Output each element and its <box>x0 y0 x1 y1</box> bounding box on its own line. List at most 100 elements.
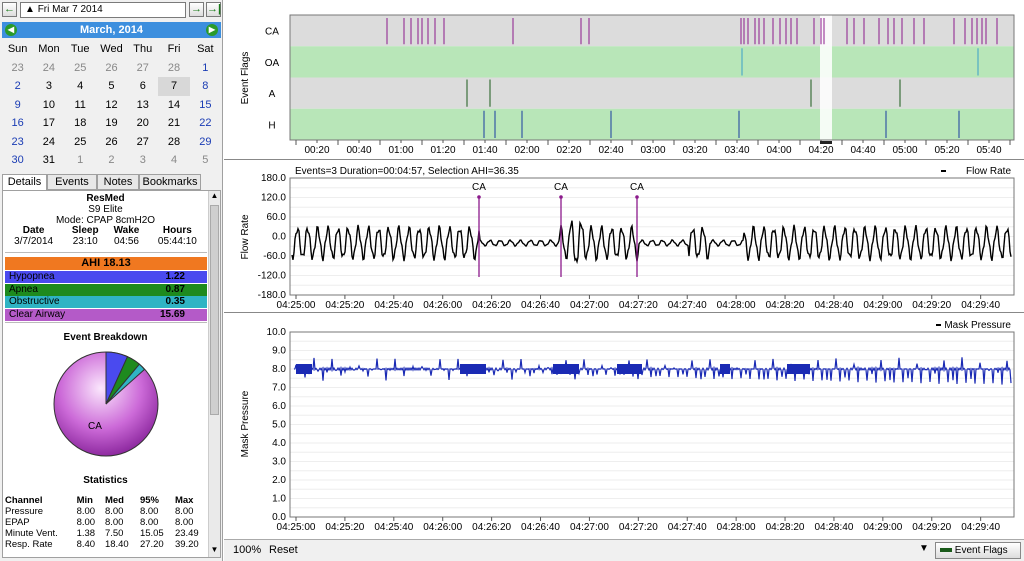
dropdown-icon[interactable]: ▼ <box>919 543 929 554</box>
calendar-day[interactable]: 1 <box>202 61 209 74</box>
calendar-day[interactable]: 24 <box>42 61 56 74</box>
mask-pressure-pane: 10.0 9.0 8.0 7.0 6.0 5.0 4.0 3.0 2.0 1.0 0.0 Mask P… <box>224 314 1024 538</box>
calendar-day[interactable]: 28 <box>167 61 181 74</box>
calendar-day[interactable]: 23 <box>11 135 24 148</box>
scroll-down-icon[interactable]: ▼ <box>210 545 219 554</box>
calendar-day[interactable]: 20 <box>136 117 149 130</box>
machine-mode: Mode: CPAP 8cmH2O <box>55 215 156 226</box>
flags-y-label: Event Flags <box>240 52 251 105</box>
calendar-day[interactable]: 27 <box>136 61 149 74</box>
session-date: 3/7/2014 <box>14 236 54 247</box>
stats-cell: 8.00 <box>104 506 124 517</box>
next-month-icon[interactable]: ▶ <box>206 24 218 36</box>
date-selector[interactable]: ▲ Fri Mar 7 2014 <box>20 2 186 18</box>
flow-x-tick-label: 04:28:00 <box>717 300 756 311</box>
calendar-day[interactable]: 11 <box>74 98 86 111</box>
calendar-day[interactable]: 17 <box>42 117 56 130</box>
pressure-y-label: Mask Pressure <box>240 390 251 457</box>
prev-day-button[interactable]: ← <box>2 2 17 17</box>
weekday-header: Mon <box>38 43 60 56</box>
event-flags-pane: CA OA A H Event Flags 00:20 00:40 01:00 01:20 01:… <box>224 0 1024 160</box>
calendar-day[interactable]: 2 <box>108 154 115 167</box>
stats-row: EPAP 8.00 8.00 8.00 8.00 <box>3 517 208 528</box>
tab-events[interactable]: Events <box>47 174 97 190</box>
next-day-button[interactable]: → <box>189 2 204 17</box>
prev-month-icon[interactable]: ◀ <box>5 24 17 36</box>
stats-cell: 8.00 <box>104 517 124 528</box>
flags-x-tick-label: 04:20 <box>808 145 833 156</box>
calendar-day[interactable]: 21 <box>167 117 181 130</box>
calendar-day[interactable]: 28 <box>167 135 181 148</box>
calendar-day[interactable]: 10 <box>42 98 56 111</box>
calendar-day[interactable]: 4 <box>77 80 84 93</box>
ahi-row: Apnea 0.87 <box>5 283 207 296</box>
calendar-day[interactable]: 15 <box>199 98 212 111</box>
calendar-day[interactable]: 27 <box>136 135 149 148</box>
calendar-day[interactable]: 18 <box>74 117 87 130</box>
calendar-day[interactable]: 29 <box>199 135 212 148</box>
flags-x-tick-label: 01:00 <box>388 145 413 156</box>
flags-x-tick-label: 03:20 <box>682 145 707 156</box>
ahi-row-label: Apnea <box>9 283 38 295</box>
details-scrollbar[interactable]: ▲ ▼ <box>208 191 220 557</box>
calendar-day[interactable]: 3 <box>45 80 52 93</box>
statistics-title: Statistics <box>83 475 128 486</box>
calendar-day[interactable]: 22 <box>199 117 212 130</box>
calendar-day[interactable]: 6 <box>139 80 146 93</box>
ahi-row-label: Hypopnea <box>9 271 55 282</box>
flags-x-tick-label: 02:40 <box>598 145 623 156</box>
calendar-day[interactable]: 25 <box>74 61 87 74</box>
calendar-day[interactable]: 25 <box>74 135 87 148</box>
pressure-x-tick-label: 04:29:00 <box>863 522 902 533</box>
calendar-day[interactable]: 24 <box>42 135 56 148</box>
calendar-day[interactable]: 26 <box>105 61 118 74</box>
calendar-day[interactable]: 26 <box>105 135 118 148</box>
stats-cell: 8.00 <box>139 506 159 517</box>
calendar-day[interactable]: 7 <box>158 77 190 96</box>
pressure-legend-swatch <box>936 324 941 326</box>
event-flags-button[interactable]: Event Flags <box>935 542 1021 559</box>
calendar-day[interactable]: 8 <box>202 80 209 93</box>
calendar-day[interactable]: 23 <box>11 61 24 74</box>
stats-header: Max <box>174 495 194 506</box>
scroll-up-icon[interactable]: ▲ <box>210 191 219 200</box>
tab-notes[interactable]: Notes <box>97 174 139 190</box>
calendar-day[interactable]: 2 <box>14 80 21 93</box>
event-flags-chart[interactable]: CA OA A H Event Flags 00:20 00:40 01:00 01:20 01:… <box>224 0 1024 160</box>
calendar-day[interactable]: 30 <box>11 154 24 167</box>
pressure-chart-frame <box>289 331 1015 518</box>
calendar-day[interactable]: 4 <box>170 154 178 167</box>
tab-details[interactable]: Details <box>2 174 47 191</box>
calendar-day[interactable]: 5 <box>202 154 209 167</box>
flow-x-tick-label: 04:25:00 <box>277 300 316 311</box>
calendar-day[interactable]: 12 <box>105 98 118 111</box>
calendar-day[interactable]: 9 <box>14 98 21 111</box>
calendar-day[interactable]: 1 <box>77 154 84 167</box>
mask-pressure-chart[interactable]: 10.0 9.0 8.0 7.0 6.0 5.0 4.0 3.0 2.0 1.0 0.0 Mask P… <box>224 314 1024 538</box>
flow-rate-chart[interactable]: 180.0 120.0 60.0 0.0 -60.0 -120.0 -180.0 Events… <box>224 161 1024 313</box>
calendar-day[interactable]: 14 <box>167 98 181 111</box>
stats-row: Pressure 8.00 8.00 8.00 8.00 <box>3 506 208 517</box>
weekday-header: Fri <box>167 43 181 56</box>
ahi-row-label: Clear Airway <box>9 308 66 320</box>
scroll-thumb[interactable] <box>210 205 219 415</box>
flow-y-tick-label: -180.0 <box>258 290 287 301</box>
calendar-day[interactable]: 31 <box>42 154 56 167</box>
stats-row: Resp. Rate 8.40 18.40 27.20 39.20 <box>3 539 208 550</box>
tab-bookmarks[interactable]: Bookmarks <box>139 174 201 190</box>
selection-marker <box>820 141 832 144</box>
calendar-day[interactable]: 16 <box>11 117 24 130</box>
session-hours-header: Hours <box>162 225 192 236</box>
last-day-button[interactable]: →| <box>206 2 222 17</box>
flow-header-text: Events=3 Duration=00:04:57, Selection AH… <box>295 166 519 177</box>
ca-event-label: CA <box>472 182 486 193</box>
reset-button[interactable]: Reset <box>269 544 298 556</box>
session-hours: 05:44:10 <box>157 236 197 247</box>
flags-x-tick-label: 04:00 <box>766 145 791 156</box>
calendar-day[interactable]: 3 <box>139 154 146 167</box>
calendar-day[interactable]: 19 <box>105 117 118 130</box>
calendar-day[interactable]: 13 <box>136 98 149 111</box>
calendar-day[interactable]: 5 <box>108 80 115 93</box>
pressure-x-tick-label: 04:26:00 <box>423 522 462 533</box>
session-sleep: 23:10 <box>72 236 98 247</box>
